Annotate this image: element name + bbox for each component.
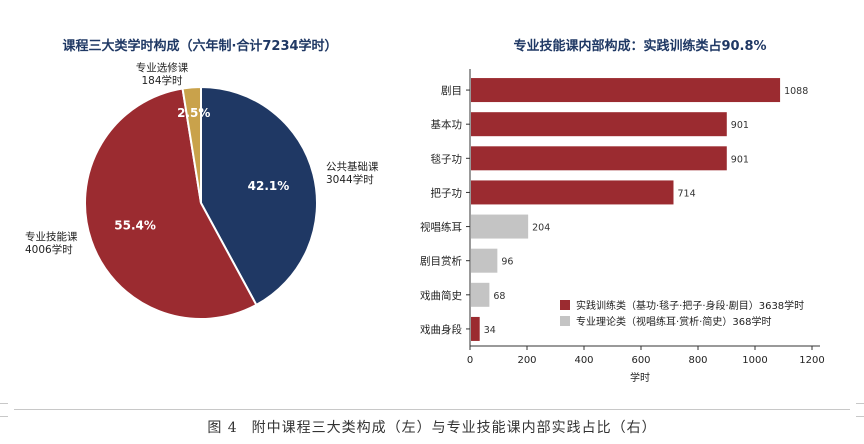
pie-slice-value: 4006学时 — [25, 243, 73, 256]
bar-bars: 1088 901 901 714 204 96 68 34 — [471, 78, 808, 341]
caption-rule — [14, 409, 850, 410]
pie-slice-value: 3044学时 — [326, 173, 374, 186]
pie-slice-name: 公共基础课 — [326, 160, 379, 173]
bar — [471, 180, 674, 205]
y-tick-label: 基本功 — [431, 118, 463, 131]
legend-label: 实践训练类（基功·毯子·把子·身段·剧目）3638学时 — [576, 299, 804, 312]
figure: 课程三大类学时构成（六年制·合计7234学时） 42.1% 公共基础课3044学时… — [25, 38, 825, 384]
y-tick-label: 把子功 — [431, 186, 463, 199]
x-tick-label: 600 — [631, 355, 650, 366]
bar-value-label: 204 — [532, 223, 550, 234]
pie-pct-label: 42.1% — [248, 179, 290, 193]
edge-mark-right — [856, 403, 864, 417]
caption-area: 图 4 附中课程三大类构成（左）与专业技能课内部实践占比（右） — [0, 403, 864, 444]
bar-value-label: 901 — [731, 120, 749, 131]
x-tick-label: 0 — [467, 355, 473, 366]
legend-swatch — [560, 300, 570, 310]
pie-chart: 课程三大类学时构成（六年制·合计7234学时） 42.1% 公共基础课3044学时… — [25, 38, 379, 320]
pie-slices — [84, 85, 318, 320]
bar-chart: 专业技能课内部构成：实践训练类占90.8% 0 200 400 600 800 1000 1… — [420, 38, 825, 384]
bar — [471, 282, 490, 307]
bar-value-label: 68 — [493, 291, 505, 302]
bar-legend: 实践训练类（基功·毯子·把子·身段·剧目）3638学时专业理论类（视唱练耳·赏析… — [560, 299, 804, 328]
pie-slice-1 — [200, 85, 318, 307]
y-tick-label: 剧目 — [441, 85, 462, 97]
bar-axes: 0 200 400 600 800 1000 1200 剧目基本功毯子功把子功视唱练耳剧目赏析… — [420, 69, 825, 366]
pie-slice-name: 专业技能课 — [25, 230, 78, 243]
pie-slice-2 — [84, 87, 258, 320]
pie-title: 课程三大类学时构成（六年制·合计7234学时） — [62, 38, 337, 54]
bar-value-label: 96 — [501, 257, 513, 268]
bar-value-label: 901 — [731, 154, 749, 165]
pie-slice-value: 184学时 — [141, 74, 183, 87]
caption-text: 附中课程三大类构成（左）与专业技能课内部实践占比（右） — [251, 420, 657, 436]
x-tick-label: 200 — [517, 355, 536, 366]
edge-mark-left — [0, 403, 8, 417]
bar — [471, 146, 727, 171]
x-tick-label: 1000 — [742, 355, 767, 366]
x-tick-label: 800 — [688, 355, 707, 366]
x-axis-label: 学时 — [630, 371, 650, 384]
y-tick-label: 剧目赏析 — [420, 255, 462, 268]
pie-slice-name: 专业选修课 — [136, 61, 189, 74]
pie-slice-3 — [181, 85, 202, 204]
bar-value-label: 34 — [484, 325, 496, 336]
bar — [471, 248, 498, 273]
bar — [471, 316, 480, 341]
bar-title: 专业技能课内部构成：实践训练类占90.8% — [513, 38, 766, 54]
pie-pct-label: 2.5% — [177, 106, 210, 120]
bar — [471, 214, 529, 239]
caption-label: 图 4 — [207, 420, 238, 436]
figure-caption: 图 4 附中课程三大类构成（左）与专业技能课内部实践占比（右） — [0, 417, 864, 437]
y-tick-label: 戏曲身段 — [420, 323, 462, 336]
pie-pct-label: 55.4% — [114, 218, 156, 232]
bar-value-label: 1088 — [784, 86, 808, 97]
legend-swatch — [560, 316, 570, 326]
y-tick-label: 视唱练耳 — [420, 221, 462, 234]
bar — [471, 78, 781, 103]
y-tick-label: 戏曲简史 — [420, 289, 462, 302]
x-tick-label: 1200 — [799, 355, 824, 366]
bar — [471, 112, 727, 137]
y-tick-label: 毯子功 — [431, 152, 463, 165]
legend-label: 专业理论类（视唱练耳·赏析·简史）368学时 — [576, 315, 771, 328]
x-tick-label: 400 — [574, 355, 593, 366]
bar-value-label: 714 — [677, 188, 695, 199]
